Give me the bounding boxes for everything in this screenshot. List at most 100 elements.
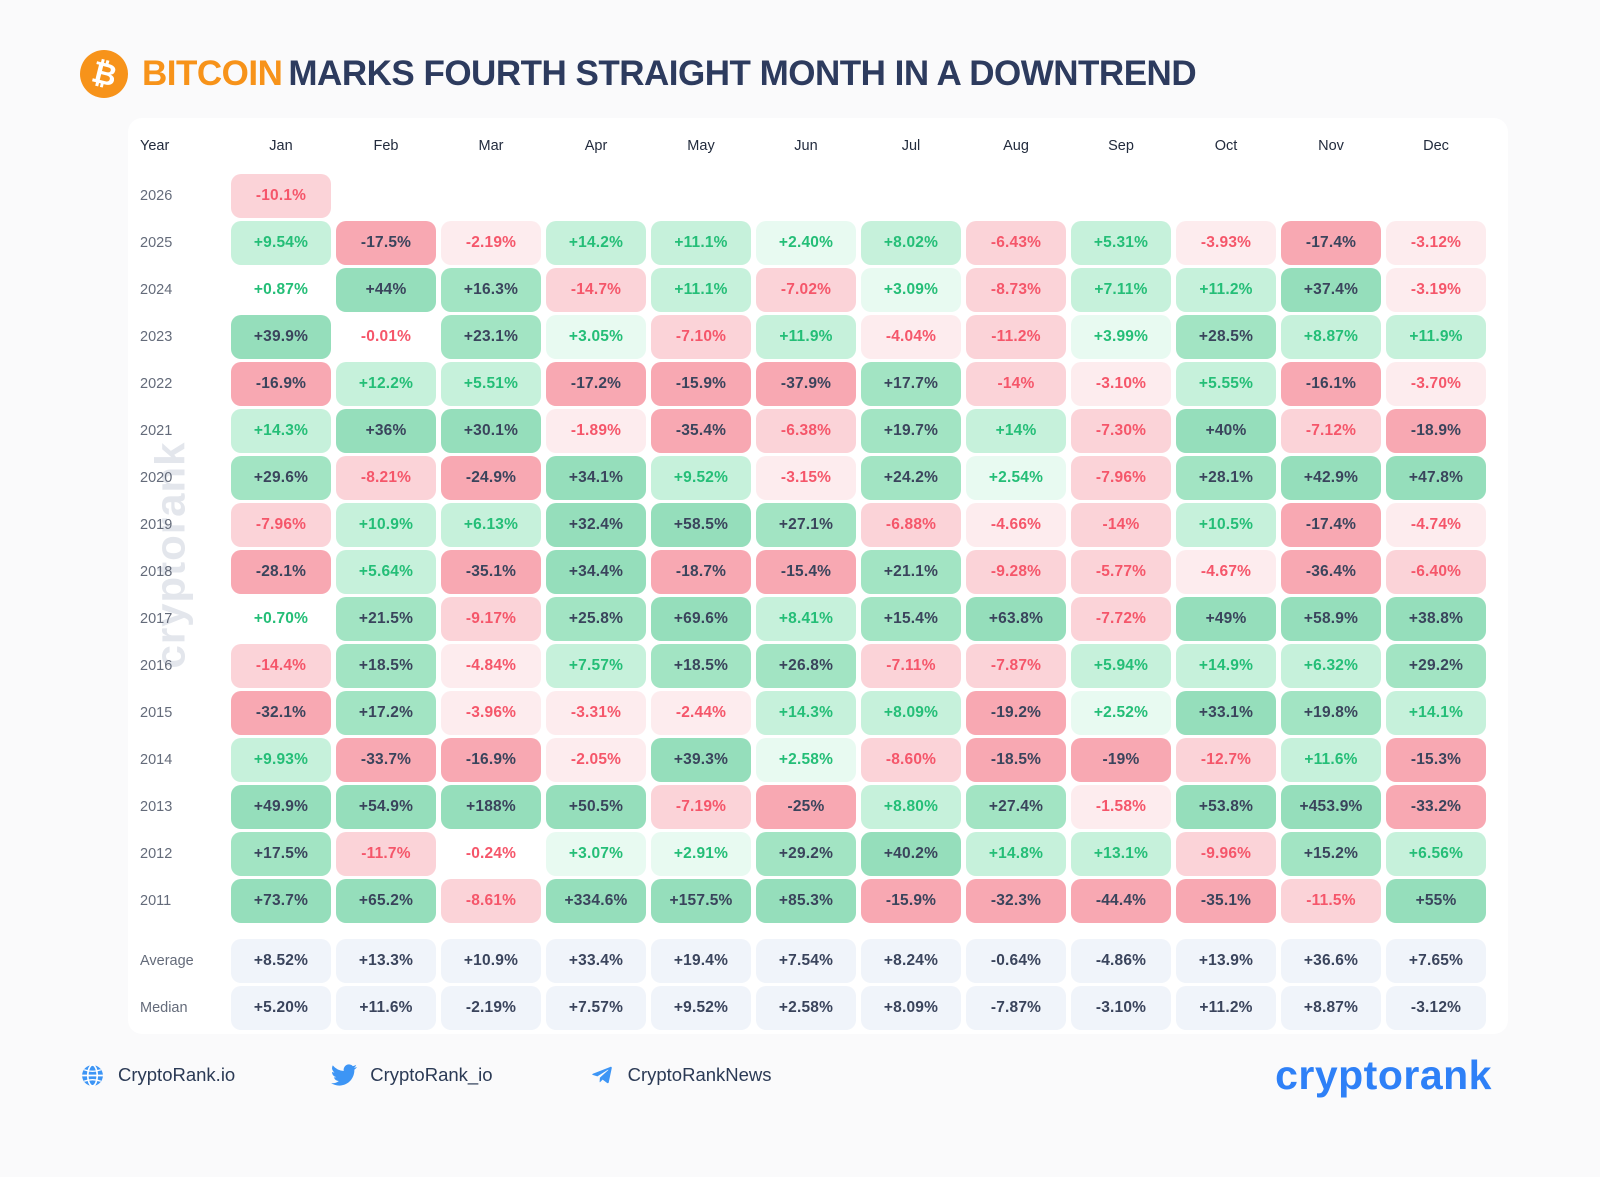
cell-2011-nov: -11.5% — [1281, 879, 1381, 923]
cell-2017-mar: -9.17% — [441, 597, 541, 641]
summary-median-jul: +8.09% — [861, 986, 961, 1030]
year-label-2015: 2015 — [140, 705, 173, 721]
cell-2016-jan: -14.4% — [231, 644, 331, 688]
cell-2011-jul: -15.9% — [861, 879, 961, 923]
cell-2022-sep: -3.10% — [1071, 362, 1171, 406]
cell-2012-jun: +29.2% — [756, 832, 856, 876]
cell-2023-oct: +28.5% — [1176, 315, 1276, 359]
cell-2021-aug: +14% — [966, 409, 1066, 453]
cell-2023-jul: -4.04% — [861, 315, 961, 359]
summary-label-median: Median — [140, 1000, 188, 1016]
summary-average-jan: +8.52% — [231, 939, 331, 983]
cell-2017-jun: +8.41% — [756, 597, 856, 641]
cell-2015-mar: -3.96% — [441, 691, 541, 735]
cell-2015-dec: +14.1% — [1386, 691, 1486, 735]
cell-2013-aug: +27.4% — [966, 785, 1066, 829]
cell-2017-oct: +49% — [1176, 597, 1276, 641]
cell-2023-may: -7.10% — [651, 315, 751, 359]
cell-2019-jul: -6.88% — [861, 503, 961, 547]
footer: CryptoRank.io CryptoRank_io CryptoRankNe… — [80, 1062, 772, 1088]
month-header-oct: Oct — [1214, 138, 1238, 154]
cell-2019-mar: +6.13% — [441, 503, 541, 547]
cell-2015-jul: +8.09% — [861, 691, 961, 735]
cell-2018-jul: +21.1% — [861, 550, 961, 594]
cell-2016-apr: +7.57% — [546, 644, 646, 688]
cell-2016-jun: +26.8% — [756, 644, 856, 688]
data-rows: 2026 -10.1% 2025 +9.54% -17.5% -2.19% +14.2% +1… — [140, 174, 1486, 923]
cell-2015-aug: -19.2% — [966, 691, 1066, 735]
cell-2015-feb: +17.2% — [336, 691, 436, 735]
cell-2021-jul: +19.7% — [861, 409, 961, 453]
cell-2020-may: +9.52% — [651, 456, 751, 500]
cell-2024-nov: +37.4% — [1281, 268, 1381, 312]
cell-2011-may: +157.5% — [651, 879, 751, 923]
cell-2023-mar: +23.1% — [441, 315, 541, 359]
cell-2017-sep: -7.72% — [1071, 597, 1171, 641]
summary-median-jun: +2.58% — [756, 986, 856, 1030]
cell-2023-aug: -11.2% — [966, 315, 1066, 359]
year-label-2013: 2013 — [140, 799, 173, 815]
summary-median-oct: +11.2% — [1176, 986, 1276, 1030]
month-header-apr: Apr — [584, 138, 608, 154]
cell-2024-jul: +3.09% — [861, 268, 961, 312]
cell-2013-sep: -1.58% — [1071, 785, 1171, 829]
cell-2019-feb: +10.9% — [336, 503, 436, 547]
cell-2013-jul: +8.80% — [861, 785, 961, 829]
cell-2011-sep: -44.4% — [1071, 879, 1171, 923]
summary-rows: Average +8.52% +13.3% +10.9% +33.4% +19.4% +7.… — [140, 939, 1486, 1030]
summary-average-oct: +13.9% — [1176, 939, 1276, 983]
cell-2012-aug: +14.8% — [966, 832, 1066, 876]
cell-2016-feb: +18.5% — [336, 644, 436, 688]
cell-2026-aug — [966, 174, 1066, 218]
cell-2015-sep: +2.52% — [1071, 691, 1171, 735]
summary-median-jan: +5.20% — [231, 986, 331, 1030]
year-label-2014: 2014 — [140, 752, 173, 768]
cell-2022-may: -15.9% — [651, 362, 751, 406]
cell-2020-jul: +24.2% — [861, 456, 961, 500]
footer-website-link[interactable]: CryptoRank.io — [80, 1063, 235, 1088]
cell-2026-nov — [1281, 174, 1381, 218]
cell-2020-nov: +42.9% — [1281, 456, 1381, 500]
cell-2019-jun: +27.1% — [756, 503, 856, 547]
year-label-2021: 2021 — [140, 423, 173, 439]
cell-2025-aug: -6.43% — [966, 221, 1066, 265]
cell-2021-oct: +40% — [1176, 409, 1276, 453]
cell-2013-mar: +188% — [441, 785, 541, 829]
cell-2019-oct: +10.5% — [1176, 503, 1276, 547]
cell-2026-jul — [861, 174, 961, 218]
cell-2013-apr: +50.5% — [546, 785, 646, 829]
cell-2012-feb: -11.7% — [336, 832, 436, 876]
cell-2026-apr — [546, 174, 646, 218]
cell-2025-oct: -3.93% — [1176, 221, 1276, 265]
cell-2020-feb: -8.21% — [336, 456, 436, 500]
cell-2018-jan: -28.1% — [231, 550, 331, 594]
cell-2012-oct: -9.96% — [1176, 832, 1276, 876]
month-header-may: May — [687, 138, 715, 154]
cell-2019-nov: -17.4% — [1281, 503, 1381, 547]
cryptorank-logo: cryptorank — [1275, 1052, 1492, 1098]
bitcoin-icon: ₿ — [80, 50, 128, 98]
cell-2015-apr: -3.31% — [546, 691, 646, 735]
cell-2021-jan: +14.3% — [231, 409, 331, 453]
footer-telegram-link[interactable]: CryptoRankNews — [589, 1062, 772, 1088]
cell-2018-may: -18.7% — [651, 550, 751, 594]
cell-2017-may: +69.6% — [651, 597, 751, 641]
cell-2022-jan: -16.9% — [231, 362, 331, 406]
footer-twitter-link[interactable]: CryptoRank_io — [331, 1062, 493, 1088]
cell-2016-nov: +6.32% — [1281, 644, 1381, 688]
cell-2014-may: +39.3% — [651, 738, 751, 782]
year-label-2018: 2018 — [140, 564, 173, 580]
year-label-2019: 2019 — [140, 517, 173, 533]
cell-2025-apr: +14.2% — [546, 221, 646, 265]
cell-2016-sep: +5.94% — [1071, 644, 1171, 688]
cell-2020-dec: +47.8% — [1386, 456, 1486, 500]
month-header-dec: Dec — [1423, 138, 1449, 154]
cell-2017-feb: +21.5% — [336, 597, 436, 641]
cell-2019-jan: -7.96% — [231, 503, 331, 547]
cell-2015-oct: +33.1% — [1176, 691, 1276, 735]
summary-average-jun: +7.54% — [756, 939, 856, 983]
cell-2014-jun: +2.58% — [756, 738, 856, 782]
cell-2026-jan: -10.1% — [231, 174, 331, 218]
cell-2018-feb: +5.64% — [336, 550, 436, 594]
cell-2020-jan: +29.6% — [231, 456, 331, 500]
